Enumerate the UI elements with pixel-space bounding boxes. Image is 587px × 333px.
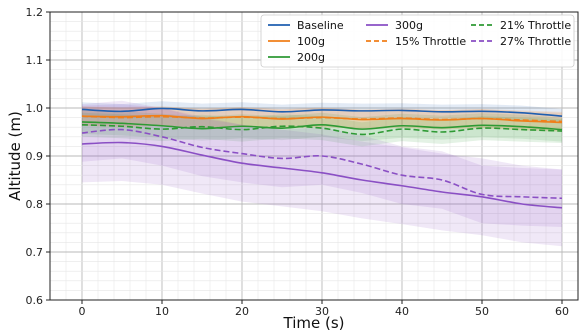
x-tick-label: 30 <box>315 305 329 318</box>
x-tick-label: 40 <box>395 305 409 318</box>
x-tick-label: 0 <box>79 305 86 318</box>
band-series-3 <box>82 104 562 247</box>
legend-label-4: 15% Throttle <box>395 35 466 48</box>
line-series-6 <box>81 128 563 200</box>
legend-label-0: Baseline <box>297 19 344 32</box>
x-tick-label: 50 <box>475 305 489 318</box>
axis-ticks: 0 10 20 30 40 50 60 0.6 0.7 0.8 0.9 1.0 1.1 1.2 <box>26 6 570 318</box>
y-tick-label: 0.8 <box>26 198 44 211</box>
y-tick-label: 1.1 <box>26 54 44 67</box>
legend-label-6: 27% Throttle <box>500 35 571 48</box>
y-axis-title: Altitude (m) <box>6 111 24 201</box>
band-series-5 <box>82 112 562 147</box>
legend-label-1: 100g <box>297 35 325 48</box>
series-lines <box>81 107 563 209</box>
band-series-4 <box>82 106 562 132</box>
confidence-bands <box>82 100 562 247</box>
line-series-2 <box>81 121 563 131</box>
x-tick-label: 60 <box>555 305 569 318</box>
y-tick-label: 0.6 <box>26 294 44 307</box>
y-tick-label: 0.7 <box>26 246 44 259</box>
line-series-5 <box>81 124 563 136</box>
line-series-4 <box>81 115 563 123</box>
line-series-0 <box>81 107 563 117</box>
legend: Baseline 100g 200g 300g 15% Throttle 21% Thro… <box>260 14 575 68</box>
line-series-3 <box>81 141 563 209</box>
y-tick-label: 0.9 <box>26 150 44 163</box>
band-series-6 <box>82 100 562 228</box>
legend-label-3: 300g <box>395 19 423 32</box>
legend-box <box>260 14 575 68</box>
grid <box>50 11 579 301</box>
x-tick-label: 10 <box>155 305 169 318</box>
y-tick-label: 1.2 <box>26 6 44 19</box>
x-axis-title: Time (s) <box>283 314 345 332</box>
legend-label-2: 200g <box>297 51 325 64</box>
x-tick-label: 20 <box>235 305 249 318</box>
y-tick-label: 1.0 <box>26 102 44 115</box>
legend-label-5: 21% Throttle <box>500 19 571 32</box>
